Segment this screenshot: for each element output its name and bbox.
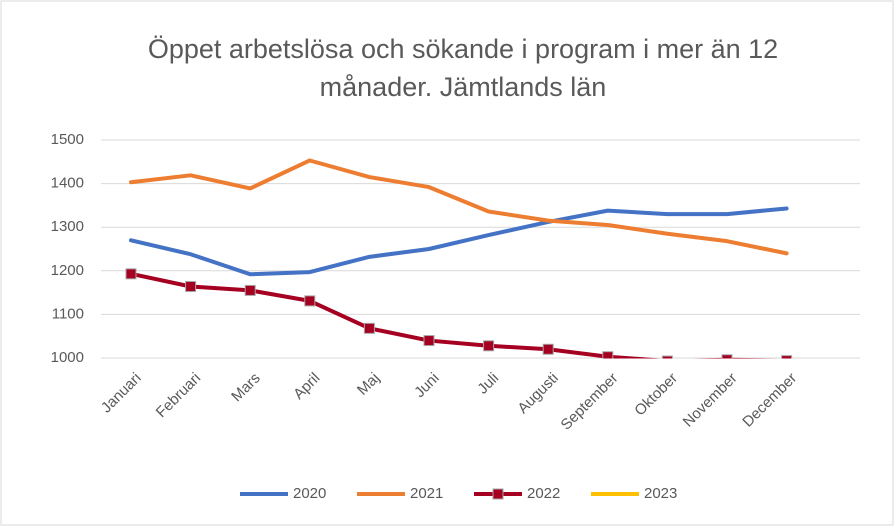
x-tick-label: November: [680, 370, 741, 431]
legend-label: 2021: [410, 485, 443, 502]
data-point: [304, 295, 316, 307]
y-tick-label: 1300: [51, 218, 84, 235]
data-point: [483, 340, 495, 352]
data-point: [542, 343, 554, 355]
data-point: [602, 351, 614, 359]
series-line: [129, 206, 789, 277]
x-tick-label: Juni: [411, 370, 442, 401]
data-point: [781, 355, 793, 359]
series-line: [129, 158, 789, 256]
y-tick-label: 1500: [51, 131, 84, 148]
y-tick-label: 1000: [51, 349, 84, 366]
x-tick-label: Mars: [228, 370, 264, 406]
chart-title: Öppet arbetslösa och sökande i program i…: [147, 34, 779, 102]
plot-area: [125, 158, 793, 359]
series-line: [129, 271, 779, 359]
x-tick-label: December: [739, 370, 800, 431]
legend-label: 2023: [644, 485, 677, 502]
x-tick-label: Maj: [354, 370, 383, 399]
x-tick-label: Januari: [98, 370, 145, 417]
x-tick-label: September: [558, 370, 622, 434]
y-tick-label: 1400: [51, 175, 84, 192]
data-point: [244, 284, 256, 296]
x-tick-label: April: [290, 370, 323, 403]
x-tick-label: Oktober: [631, 370, 681, 420]
legend-marker: [492, 488, 504, 500]
data-point: [423, 335, 435, 347]
data-point: [125, 268, 137, 280]
x-tick-label: Juli: [474, 370, 502, 398]
x-tick-label: Februari: [153, 370, 205, 422]
y-tick-label: 1200: [51, 262, 84, 279]
data-point: [721, 354, 733, 359]
data-point: [185, 280, 197, 292]
data-point: [661, 355, 673, 359]
legend-label: 2022: [527, 485, 560, 502]
data-point: [363, 322, 375, 334]
y-tick-label: 1100: [52, 305, 84, 322]
x-tick-label: Augusti: [514, 370, 561, 417]
legend-label: 2020: [293, 485, 326, 502]
